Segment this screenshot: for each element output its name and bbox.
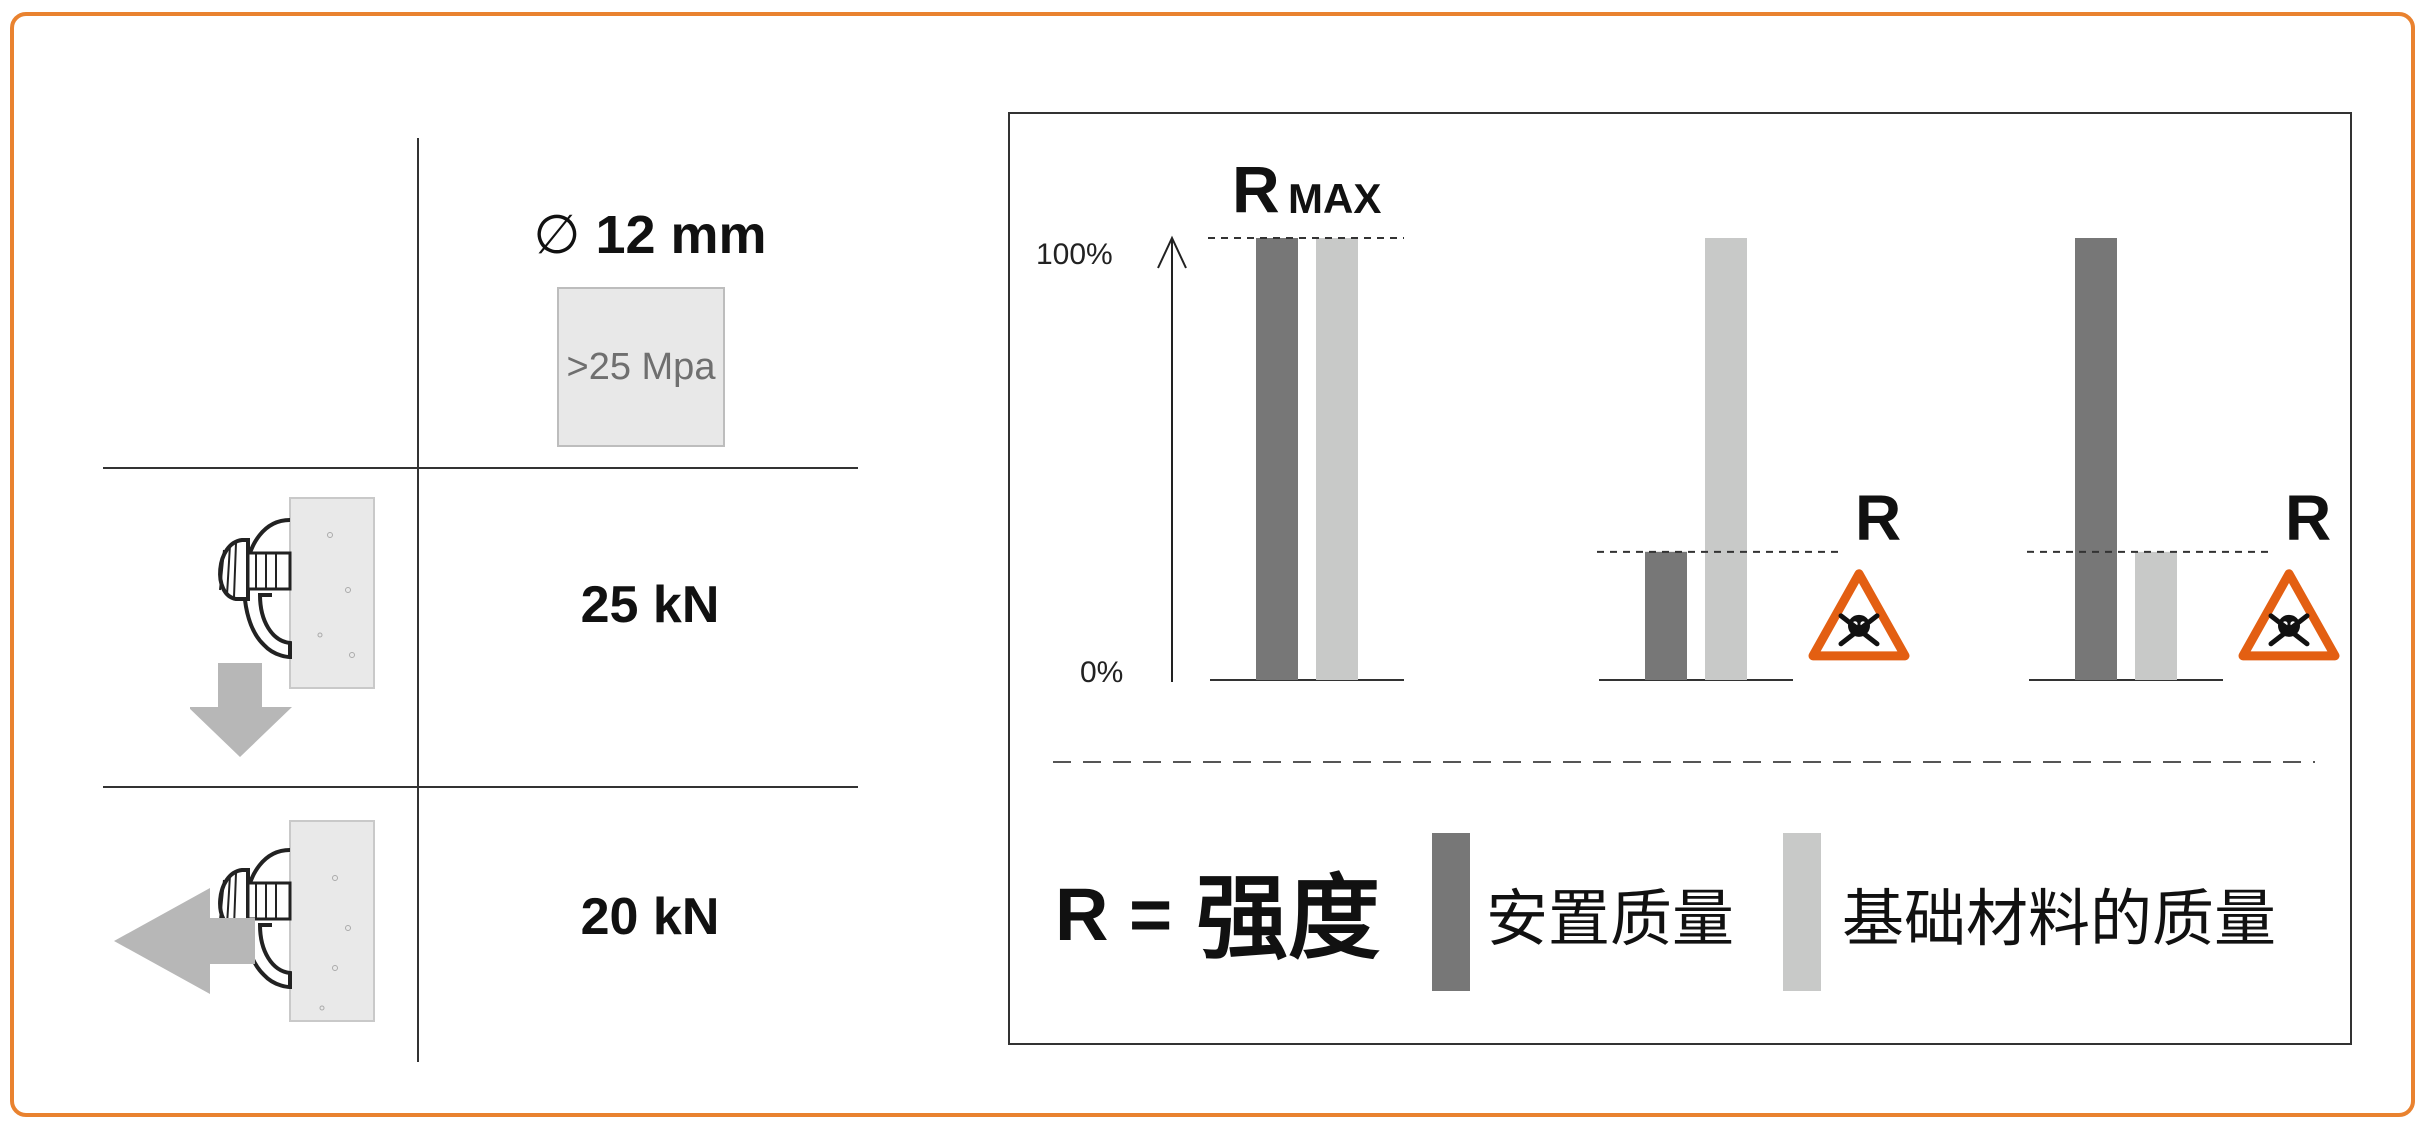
r-threshold-label: R bbox=[1855, 482, 1901, 554]
r-threshold-label: R bbox=[2285, 482, 2331, 554]
axis-label-0: 0% bbox=[1080, 656, 1123, 689]
legend-term: 强度 bbox=[1196, 868, 1380, 970]
skull-crossbones-warning-icon bbox=[2243, 574, 2335, 656]
bar-base-material-quality bbox=[1316, 238, 1358, 680]
bar-installation-quality bbox=[1256, 238, 1298, 680]
bar-base-material-quality bbox=[2135, 552, 2177, 680]
skull-crossbones-warning-icon bbox=[1813, 574, 1905, 656]
legend-label-light: 基础材料的质量 bbox=[1842, 885, 2276, 954]
legend-swatch-light bbox=[1783, 833, 1821, 991]
bar-installation-quality bbox=[2075, 238, 2117, 680]
legend-label-dark: 安置质量 bbox=[1486, 885, 1734, 954]
bar-installation-quality bbox=[1645, 552, 1687, 680]
axis-label-100: 100% bbox=[1036, 238, 1113, 271]
legend-prefix: R = bbox=[1055, 873, 1172, 956]
rmax-subscript: MAX bbox=[1288, 175, 1381, 222]
bar-base-material-quality bbox=[1705, 238, 1747, 680]
legend-swatch-dark bbox=[1432, 833, 1470, 991]
rmax-letter: R bbox=[1232, 152, 1280, 226]
